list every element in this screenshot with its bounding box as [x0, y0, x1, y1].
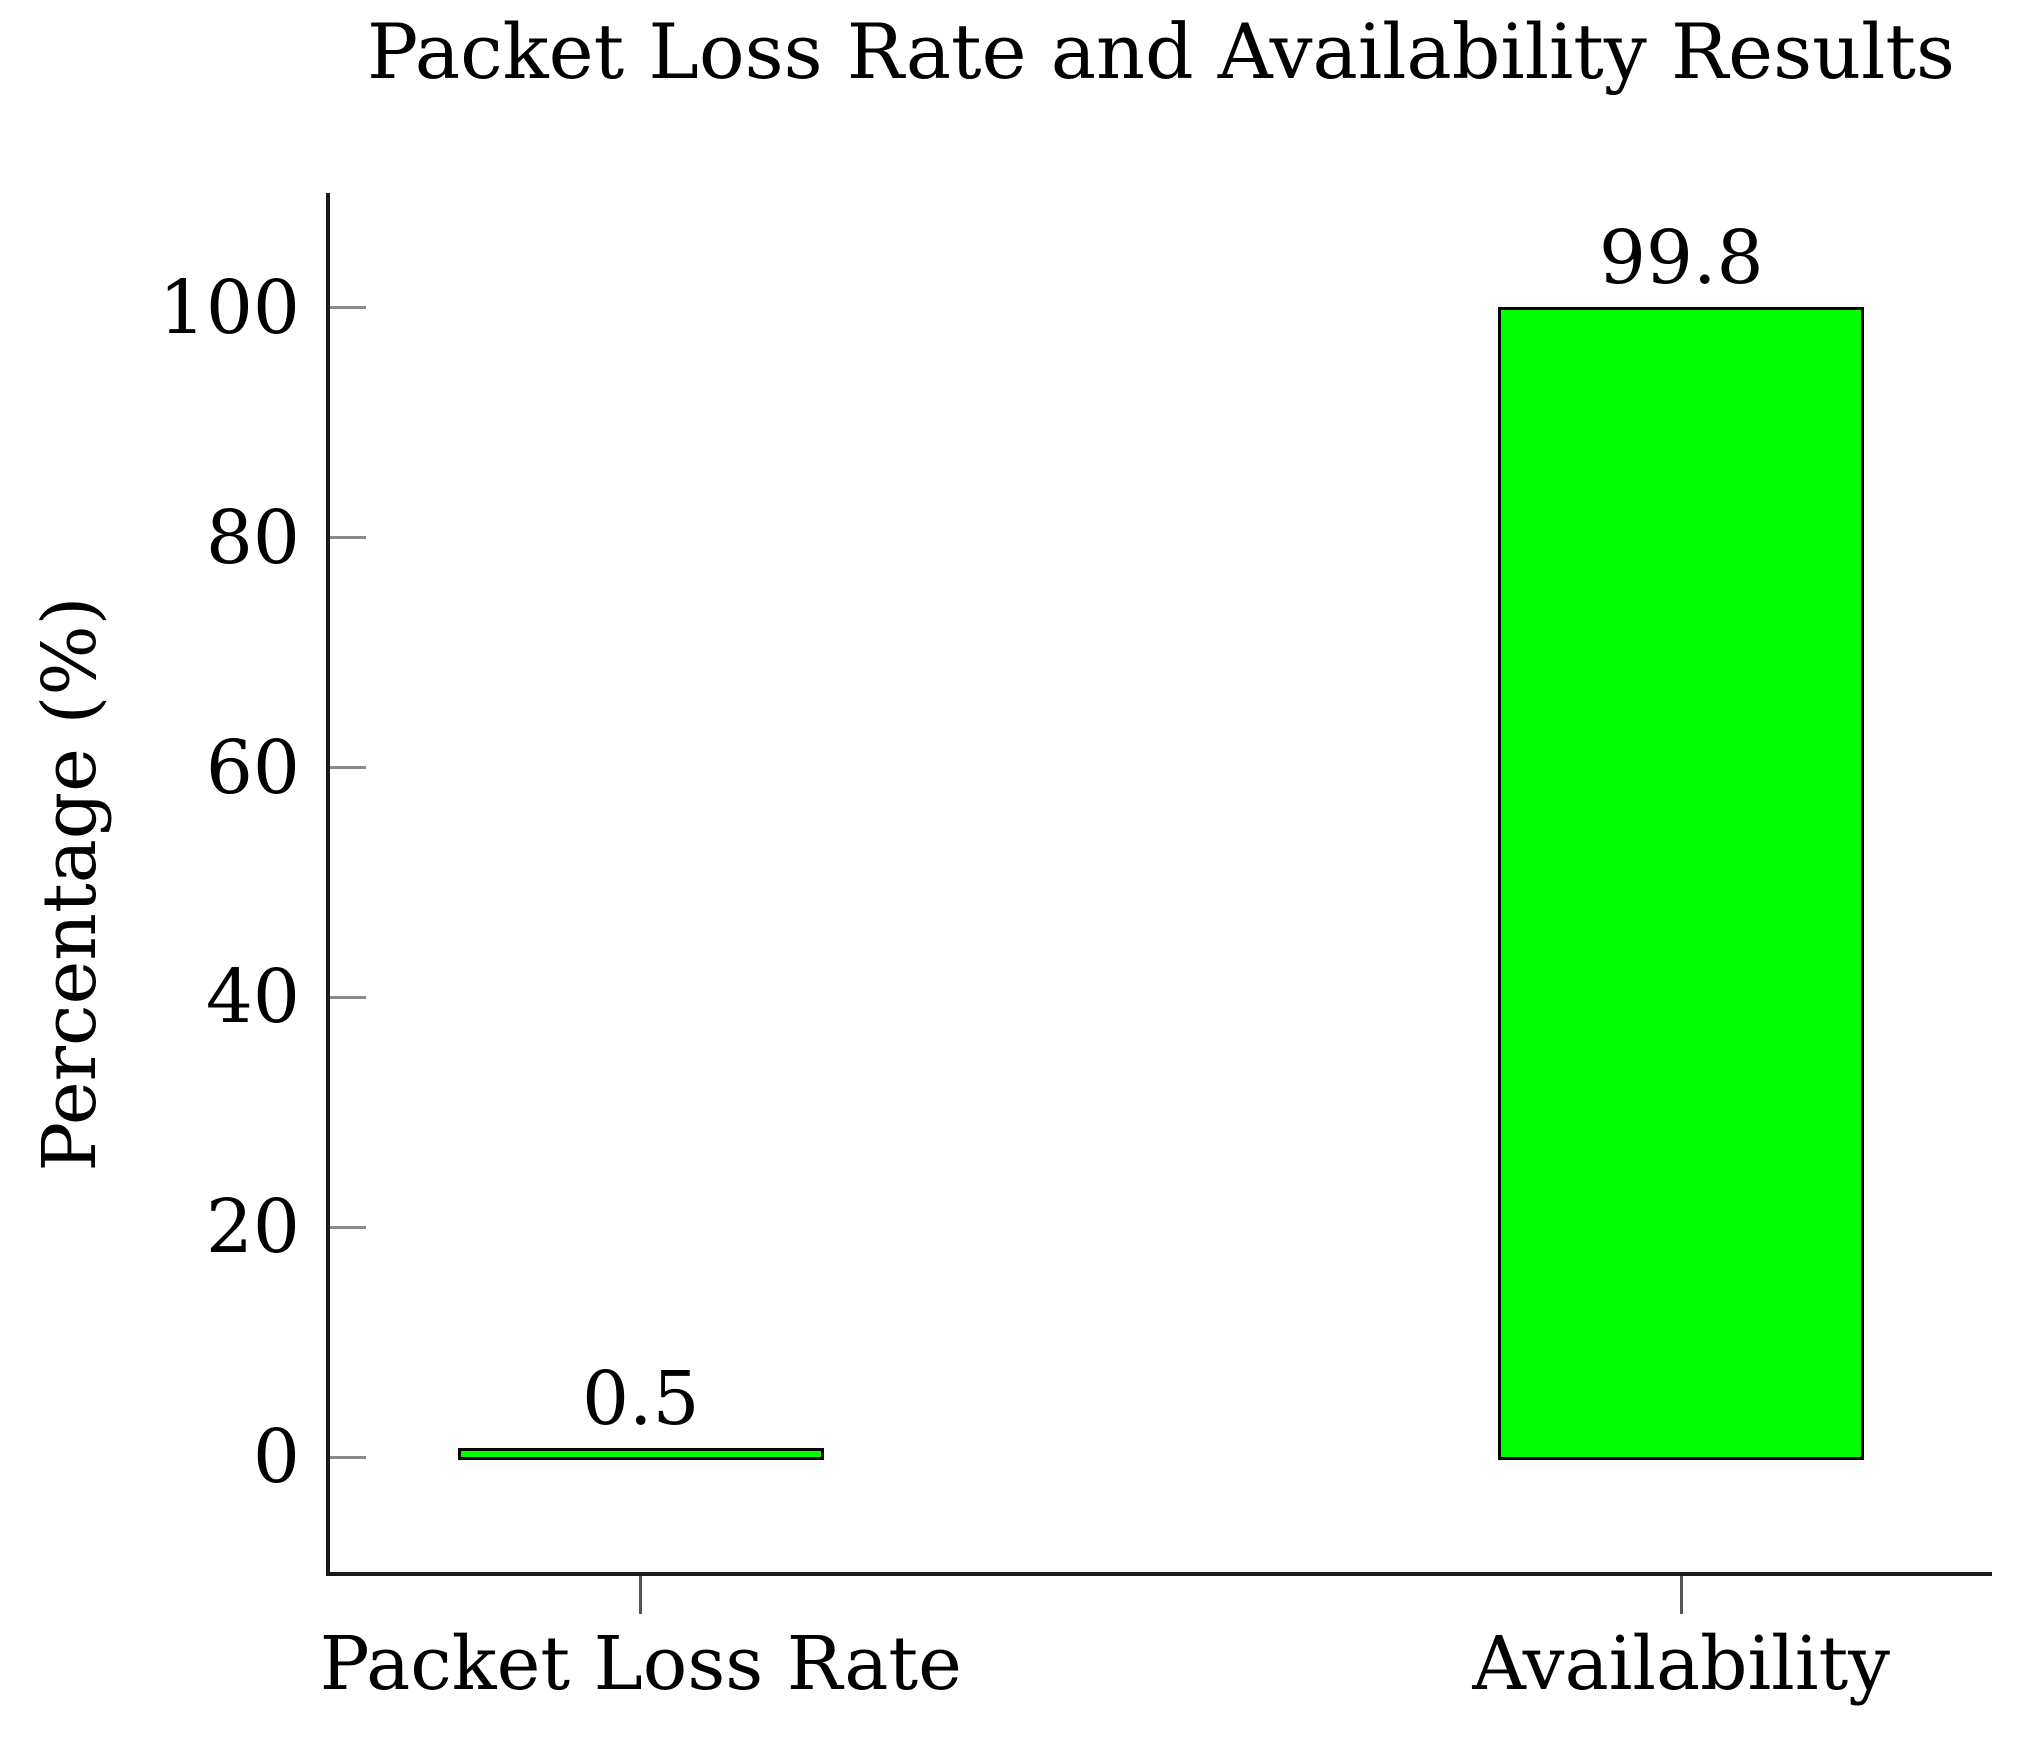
- y-tick-label: 60: [205, 724, 300, 811]
- x-category-label: Packet Loss Rate: [319, 1621, 962, 1707]
- y-tick-label: 100: [158, 264, 300, 351]
- y-tick-mark: [330, 536, 366, 540]
- x-tick-mark: [1679, 1576, 1683, 1614]
- x-category-label: Availability: [1472, 1621, 1891, 1707]
- chart-title: Packet Loss Rate and Availability Result…: [367, 7, 1955, 96]
- y-tick-mark: [330, 306, 366, 310]
- y-tick-mark: [330, 995, 366, 999]
- y-axis-line: [326, 193, 330, 1576]
- bar: [1497, 307, 1865, 1461]
- y-tick-label: 0: [252, 1414, 300, 1501]
- y-tick-mark: [330, 1455, 366, 1459]
- y-tick-mark: [330, 1225, 366, 1229]
- bar: [457, 1448, 825, 1461]
- y-tick-label: 20: [205, 1184, 300, 1271]
- x-tick-mark: [639, 1576, 643, 1614]
- bar-value-label: 0.5: [581, 1356, 700, 1443]
- y-tick-label: 80: [205, 494, 300, 581]
- y-tick-mark: [330, 766, 366, 770]
- y-tick-label: 40: [205, 954, 300, 1041]
- x-axis-line: [326, 1572, 1992, 1576]
- bar-value-label: 99.8: [1598, 215, 1764, 302]
